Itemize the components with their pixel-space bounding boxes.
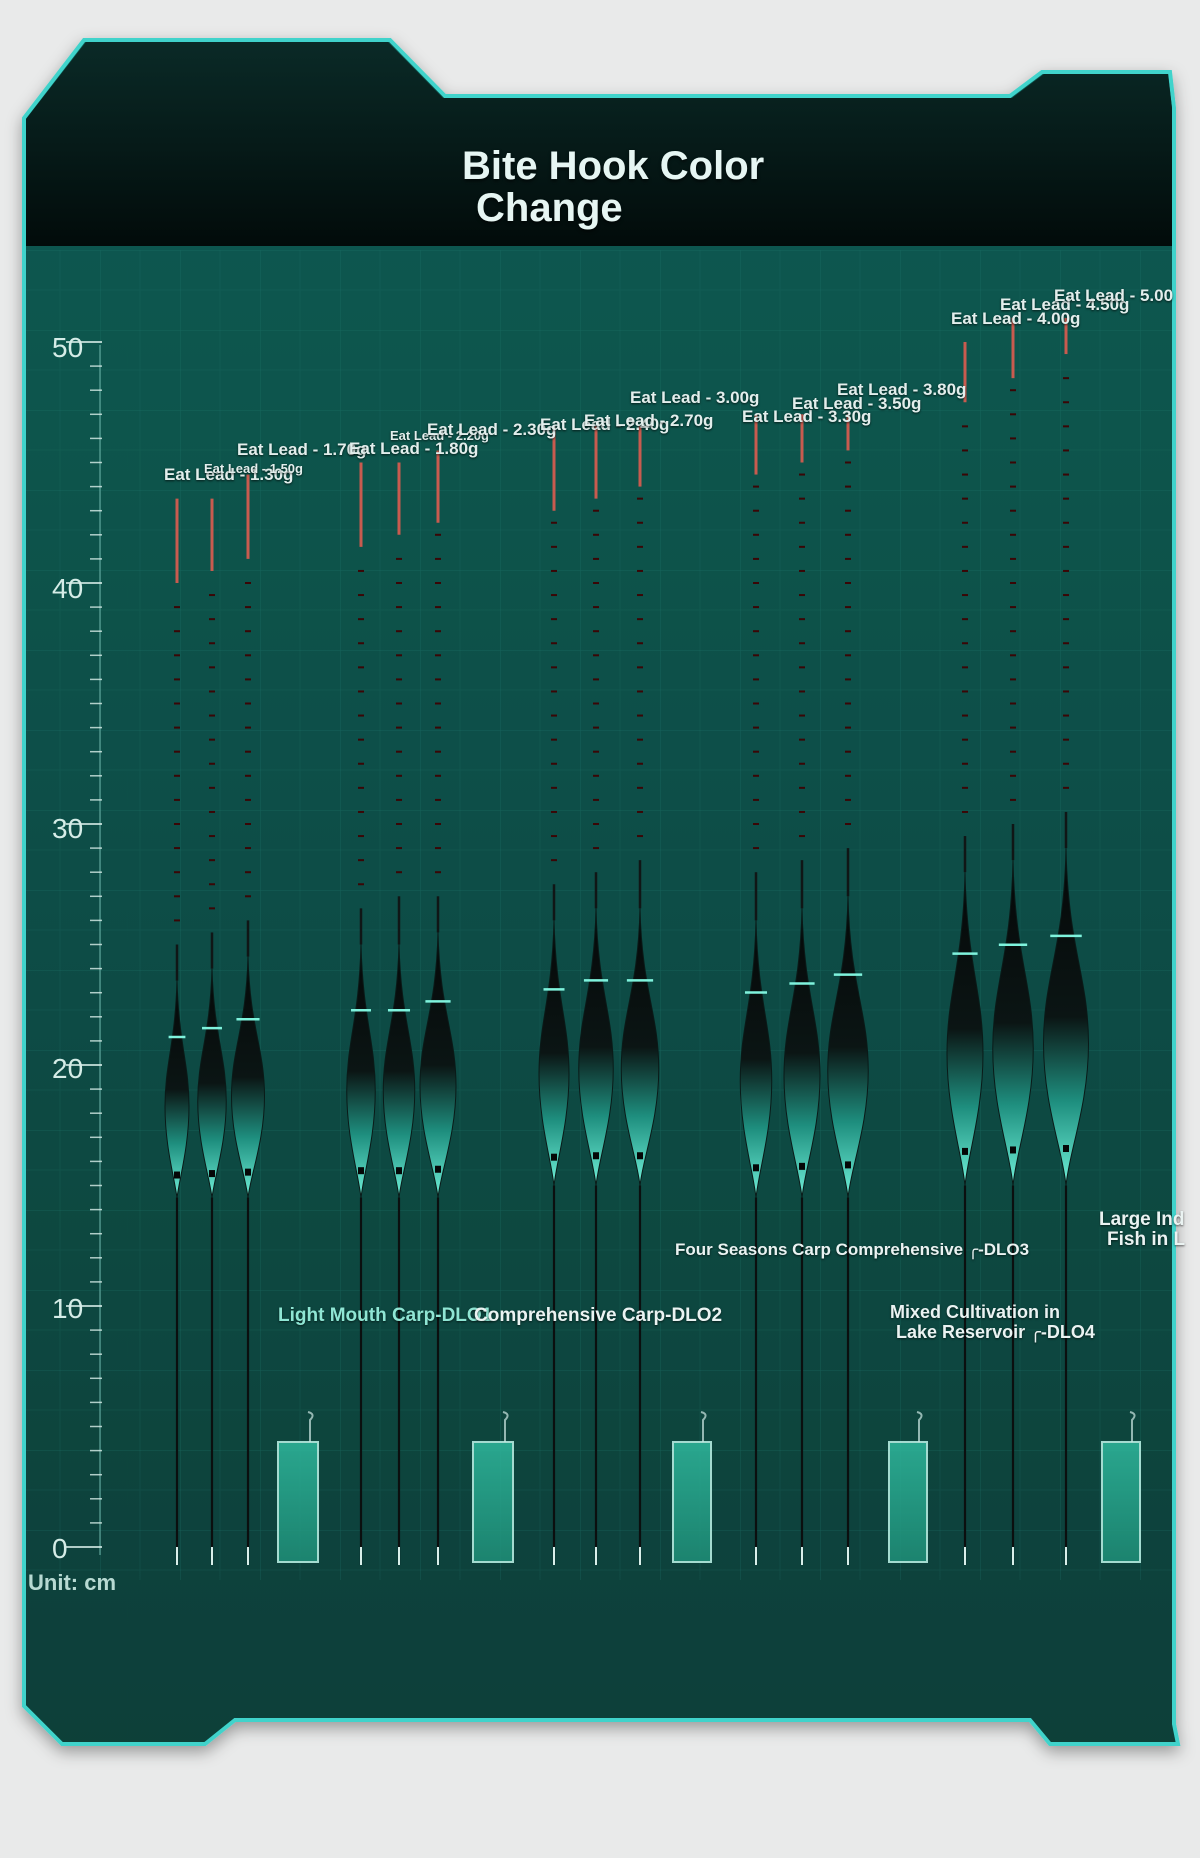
float: [783, 414, 821, 1565]
float-body: [992, 860, 1034, 1186]
float-body: [578, 908, 614, 1186]
float-body: [620, 908, 660, 1186]
float: [230, 474, 266, 1565]
float-group: [164, 317, 1090, 1565]
float-body: [419, 932, 457, 1198]
float: [164, 498, 190, 1565]
package-box: [672, 1411, 712, 1563]
float-body: [230, 956, 266, 1198]
lead-label-7: Eat Lead - 2.40g: [540, 415, 670, 434]
series-label-large-line2: Fish in L: [1107, 1229, 1186, 1250]
lead-label-4: Eat Lead - 1.80g: [349, 439, 479, 458]
float-body: [739, 920, 773, 1198]
lead-label-10: Eat Lead - 3.30g: [742, 407, 872, 426]
float: [419, 450, 457, 1565]
header-band: [26, 42, 1172, 246]
tick-label-30: 30: [52, 813, 84, 844]
package-box: [277, 1411, 319, 1563]
float: [346, 462, 376, 1565]
float: [382, 462, 416, 1565]
float: [578, 426, 614, 1565]
lead-label-3: Eat Lead - 1.70g: [237, 440, 367, 459]
float-body: [346, 944, 376, 1198]
lead-label-11: Eat Lead - 3.50g: [792, 394, 922, 413]
unit-label: Unit: cm: [28, 1570, 116, 1595]
tick-label-20: 20: [52, 1053, 84, 1084]
series-label-dlo1: Light Mouth Carp-DLO1: [278, 1305, 493, 1326]
title-line-2: Change: [476, 186, 623, 230]
float-body: [382, 944, 416, 1198]
lead-label-12: Eat Lead - 3.80g: [837, 380, 967, 399]
float-body: [197, 968, 227, 1198]
series-label-dlo4-line1: Mixed Cultivation in: [890, 1302, 1061, 1322]
series-label-dlo3: Four Seasons Carp Comprehensive ╭-DLO3: [675, 1240, 1030, 1259]
tick-label-40: 40: [52, 573, 84, 604]
lead-label-15: Eat Lead - 5.00: [1054, 286, 1174, 305]
lead-label-9: Eat Lead - 3.00g: [630, 388, 760, 407]
scale-ticks: [66, 341, 102, 1548]
tick-label-10: 10: [52, 1293, 84, 1324]
page-title: Bite Hook Color Change: [462, 145, 764, 229]
title-line-1: Bite Hook Color: [462, 144, 765, 188]
tick-label-0: 0: [52, 1533, 68, 1564]
package-box: [888, 1411, 928, 1563]
float-body: [164, 980, 190, 1198]
series-label-dlo4: Mixed Cultivation in Lake Reservoir ╭-DL…: [890, 1302, 1095, 1342]
float: [739, 414, 773, 1565]
series-label-dlo4-line2: Lake Reservoir ╭-DLO4: [896, 1322, 1095, 1342]
lead-label-2: Eat Lead - 1.50g: [204, 461, 303, 476]
float: [827, 414, 869, 1565]
lead-label-1: Eat Lead - 1.30g: [164, 465, 294, 484]
float-body: [827, 896, 869, 1198]
lead-label-14: Eat Lead - 4.50g: [1000, 295, 1130, 314]
lead-label-5: Eat Lead - 2.20g: [390, 428, 489, 443]
float: [1042, 317, 1090, 1565]
float: [197, 498, 227, 1565]
float: [992, 317, 1034, 1565]
series-label-dlo2: Comprehensive Carp-DLO2: [474, 1305, 723, 1326]
package-box: [472, 1411, 514, 1563]
series-label-large-line1: Large Ind: [1099, 1210, 1185, 1230]
lead-label-13: Eat Lead - 4.00g: [951, 309, 1081, 328]
package-box: [1101, 1411, 1141, 1563]
lead-label-8: Eat Lead - 2.70g: [584, 411, 714, 430]
float: [538, 426, 570, 1565]
float: [946, 342, 984, 1565]
series-label-large: Large Ind Fish in L: [1099, 1210, 1199, 1250]
float-body: [946, 872, 984, 1186]
lead-label-6: Eat Lead - 2.30g: [427, 420, 557, 439]
tick-label-50: 50: [52, 332, 84, 363]
package-boxes: [277, 1411, 1141, 1563]
float: [620, 426, 660, 1565]
float-body: [538, 920, 570, 1186]
float-body: [1042, 848, 1090, 1186]
float-body: [783, 908, 821, 1198]
